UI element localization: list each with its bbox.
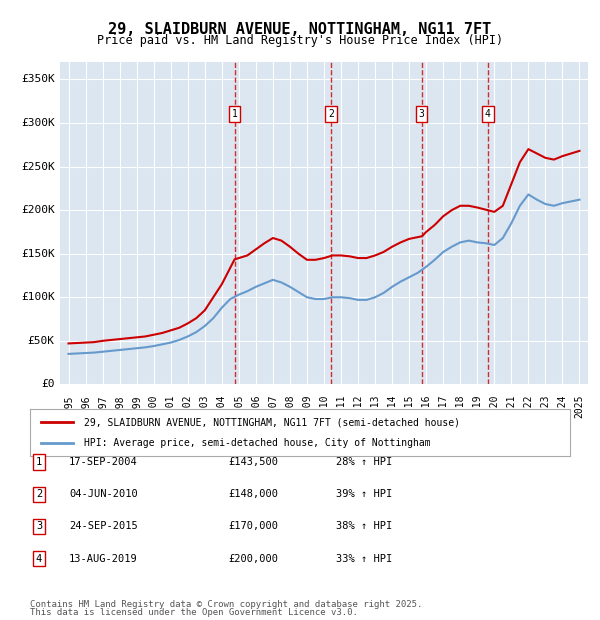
Text: 24-SEP-2015: 24-SEP-2015 <box>69 521 138 531</box>
Text: 3: 3 <box>419 109 425 119</box>
Text: 28% ↑ HPI: 28% ↑ HPI <box>336 457 392 467</box>
Text: £100K: £100K <box>21 292 55 303</box>
Text: 1: 1 <box>232 109 238 119</box>
Text: HPI: Average price, semi-detached house, City of Nottingham: HPI: Average price, semi-detached house,… <box>84 438 431 448</box>
Text: 04-JUN-2010: 04-JUN-2010 <box>69 489 138 499</box>
Text: 2: 2 <box>36 489 42 499</box>
Text: 2: 2 <box>328 109 334 119</box>
Text: Price paid vs. HM Land Registry's House Price Index (HPI): Price paid vs. HM Land Registry's House … <box>97 34 503 47</box>
Text: 4: 4 <box>485 109 491 119</box>
Text: £50K: £50K <box>28 336 55 346</box>
Text: 39% ↑ HPI: 39% ↑ HPI <box>336 489 392 499</box>
Text: 1: 1 <box>36 457 42 467</box>
Text: 38% ↑ HPI: 38% ↑ HPI <box>336 521 392 531</box>
Text: 17-SEP-2004: 17-SEP-2004 <box>69 457 138 467</box>
Text: This data is licensed under the Open Government Licence v3.0.: This data is licensed under the Open Gov… <box>30 608 358 617</box>
Text: £250K: £250K <box>21 162 55 172</box>
Text: £150K: £150K <box>21 249 55 259</box>
Text: 29, SLAIDBURN AVENUE, NOTTINGHAM, NG11 7FT (semi-detached house): 29, SLAIDBURN AVENUE, NOTTINGHAM, NG11 7… <box>84 417 460 427</box>
Text: £0: £0 <box>41 379 55 389</box>
Text: £350K: £350K <box>21 74 55 84</box>
Text: £200,000: £200,000 <box>228 554 278 564</box>
Text: 4: 4 <box>36 554 42 564</box>
Text: 3: 3 <box>36 521 42 531</box>
Text: £300K: £300K <box>21 118 55 128</box>
Text: £200K: £200K <box>21 205 55 215</box>
Text: Contains HM Land Registry data © Crown copyright and database right 2025.: Contains HM Land Registry data © Crown c… <box>30 600 422 609</box>
Text: 29, SLAIDBURN AVENUE, NOTTINGHAM, NG11 7FT: 29, SLAIDBURN AVENUE, NOTTINGHAM, NG11 7… <box>109 22 491 37</box>
Text: £143,500: £143,500 <box>228 457 278 467</box>
Text: 33% ↑ HPI: 33% ↑ HPI <box>336 554 392 564</box>
Text: £170,000: £170,000 <box>228 521 278 531</box>
Text: £148,000: £148,000 <box>228 489 278 499</box>
Text: 13-AUG-2019: 13-AUG-2019 <box>69 554 138 564</box>
